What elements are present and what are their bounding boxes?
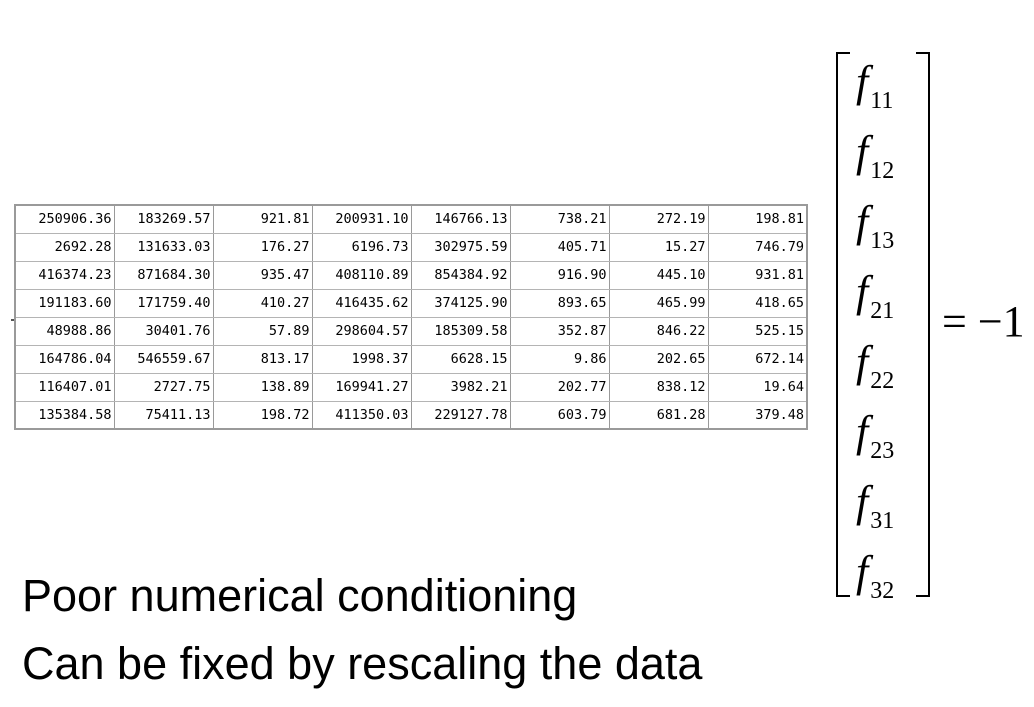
- table-cell: 57.89: [212, 316, 313, 346]
- table-cell: 935.47: [212, 260, 313, 290]
- vector-entry: f12: [856, 127, 895, 184]
- table-cell: 746.79: [707, 232, 808, 262]
- table-cell: 921.81: [212, 204, 313, 234]
- table-cell: 183269.57: [113, 204, 214, 234]
- table-cell: 445.10: [608, 260, 709, 290]
- table-cell: 411350.03: [311, 400, 412, 430]
- table-row: 2692.28 131633.03 176.27 6196.73 302975.59 40…: [14, 232, 808, 262]
- equation-rhs: = −1: [942, 297, 1025, 346]
- table-cell: 15.27: [608, 232, 709, 262]
- table-cell: 229127.78: [410, 400, 511, 430]
- table-cell: 738.21: [509, 204, 610, 234]
- table-cell: 202.65: [608, 344, 709, 374]
- table-row: 164786.04 546559.67 813.17 1998.37 6628.15 9.…: [14, 344, 808, 374]
- table-cell: 30401.76: [113, 316, 214, 346]
- vector-entry: f23: [856, 407, 895, 464]
- table-cell: 198.81: [707, 204, 808, 234]
- table-cell: 681.28: [608, 400, 709, 430]
- table-row: 135384.58 75411.13 198.72 411350.03 229127.7…: [14, 400, 808, 430]
- table-cell: 893.65: [509, 288, 610, 318]
- table-cell: 200931.10: [311, 204, 412, 234]
- table-cell: 813.17: [212, 344, 313, 374]
- table-cell: 191183.60: [14, 288, 115, 318]
- table-cell: 198.72: [212, 400, 313, 430]
- table-cell: 138.89: [212, 372, 313, 402]
- table-cell: 176.27: [212, 232, 313, 262]
- table-cell: 672.14: [707, 344, 808, 374]
- table-cell: 171759.40: [113, 288, 214, 318]
- table-row: 191183.60 171759.40 410.27 416435.62 374125.…: [14, 288, 808, 318]
- table-cell: 379.48: [707, 400, 808, 430]
- table-cell: 410.27: [212, 288, 313, 318]
- table-cell: 1998.37: [311, 344, 412, 374]
- caption-rescaling: Can be fixed by rescaling the data: [22, 638, 703, 689]
- vector-entry: f32: [856, 547, 895, 604]
- table-cell: 854384.92: [410, 260, 511, 290]
- vector-entry: f31: [856, 477, 895, 534]
- table-cell: 116407.01: [14, 372, 115, 402]
- table-cell: 2692.28: [14, 232, 115, 262]
- table-cell: 131633.03: [113, 232, 214, 262]
- table-cell: 164786.04: [14, 344, 115, 374]
- table-cell: 19.64: [707, 372, 808, 402]
- vector-right-bracket: [916, 52, 930, 597]
- table-cell: 272.19: [608, 204, 709, 234]
- table-cell: 416374.23: [14, 260, 115, 290]
- vector-entry: f11: [856, 57, 894, 114]
- table-cell: 6628.15: [410, 344, 511, 374]
- table-row: 48988.86 30401.76 57.89 298604.57 185309.58 3…: [14, 316, 808, 346]
- table-cell: 916.90: [509, 260, 610, 290]
- table-cell: 298604.57: [311, 316, 412, 346]
- vector-entry: f13: [856, 197, 895, 254]
- table-cell: 185309.58: [410, 316, 511, 346]
- table-cell: 75411.13: [113, 400, 214, 430]
- table-cell: 871684.30: [113, 260, 214, 290]
- table-cell: 546559.67: [113, 344, 214, 374]
- table-row: 416374.23 871684.30 935.47 408110.89 854384.…: [14, 260, 808, 290]
- table-cell: 374125.90: [410, 288, 511, 318]
- table-cell: 405.71: [509, 232, 610, 262]
- table-cell: 3982.21: [410, 372, 511, 402]
- table-cell: 169941.27: [311, 372, 412, 402]
- table-cell: 525.15: [707, 316, 808, 346]
- table-cell: 302975.59: [410, 232, 511, 262]
- table-row: 250906.36 183269.57 921.81 200931.10 146766.…: [14, 204, 808, 234]
- table-cell: 416435.62: [311, 288, 412, 318]
- vector-entry: f21: [856, 267, 895, 324]
- table-cell: 6196.73: [311, 232, 412, 262]
- table-cell: 202.77: [509, 372, 610, 402]
- table-cell: 135384.58: [14, 400, 115, 430]
- table-cell: 352.87: [509, 316, 610, 346]
- table-row: 116407.01 2727.75 138.89 169941.27 3982.21 20…: [14, 372, 808, 402]
- table-cell: 250906.36: [14, 204, 115, 234]
- table-cell: 418.65: [707, 288, 808, 318]
- table-cell: 2727.75: [113, 372, 214, 402]
- table-cell: 9.86: [509, 344, 610, 374]
- vector-entry: f22: [856, 337, 895, 394]
- table-cell: 931.81: [707, 260, 808, 290]
- table-cell: 146766.13: [410, 204, 511, 234]
- data-matrix-table: 250906.36 183269.57 921.81 200931.10 146766.…: [14, 204, 808, 430]
- vector-left-bracket: [836, 52, 850, 597]
- table-cell: 465.99: [608, 288, 709, 318]
- table-cell: 603.79: [509, 400, 610, 430]
- table-cell: 838.12: [608, 372, 709, 402]
- caption-conditioning: Poor numerical conditioning: [22, 570, 578, 621]
- table-cell: 48988.86: [14, 316, 115, 346]
- table-cell: 846.22: [608, 316, 709, 346]
- table-cell: 408110.89: [311, 260, 412, 290]
- row-marker-tick: [11, 319, 14, 321]
